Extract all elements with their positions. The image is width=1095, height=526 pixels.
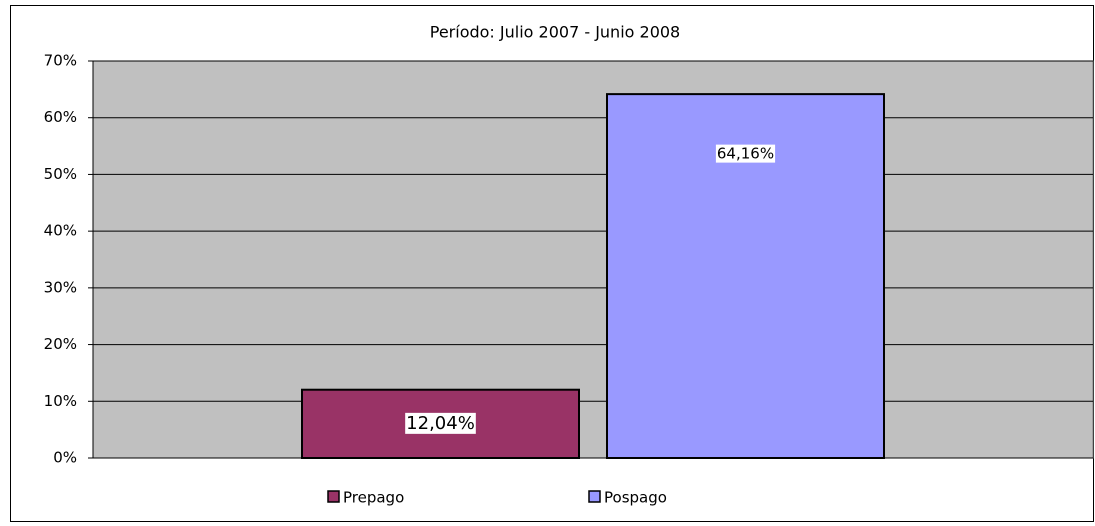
y-tick-label: 50% (44, 165, 77, 183)
y-tick-label: 0% (53, 449, 77, 467)
y-tick-label: 40% (44, 222, 77, 240)
legend-swatch (588, 490, 601, 503)
y-tick-label: 60% (44, 108, 77, 126)
data-label-background (405, 412, 476, 434)
y-tick-label: 20% (44, 335, 77, 353)
y-tick-label: 10% (44, 392, 77, 410)
data-label-background (715, 144, 776, 163)
y-tick-label: 70% (44, 52, 77, 70)
chart-title: Período: Julio 2007 - Junio 2008 (430, 23, 680, 42)
data-label: 12,04% (406, 413, 475, 434)
y-tick-label: 30% (44, 278, 77, 296)
plot-area (92, 60, 1094, 459)
data-label: 64,16% (717, 145, 774, 163)
legend-label: Prepago (343, 489, 404, 507)
legend-label: Pospago (604, 489, 667, 507)
legend-swatch (327, 490, 340, 503)
